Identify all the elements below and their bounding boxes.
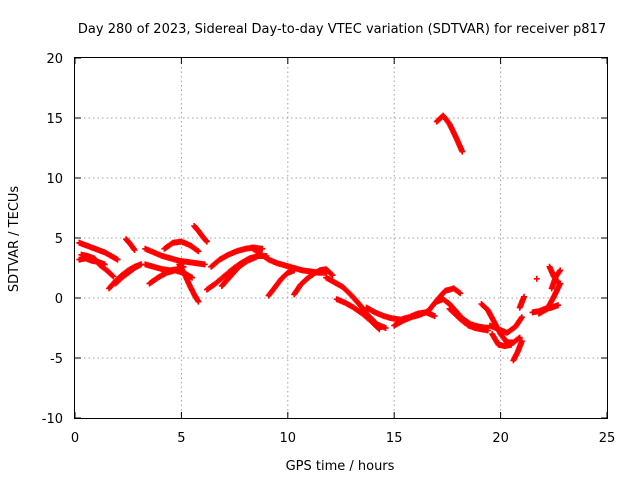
y-tick-label: 15: [46, 112, 63, 127]
x-tick-label: 0: [71, 431, 79, 446]
series-t24: [433, 112, 466, 155]
series-t3: [78, 251, 117, 280]
data-point: [521, 293, 528, 300]
axes: 0 5 10 15 20 25 -10 -5 0 5 10 15 20: [42, 52, 616, 446]
series-t29: [510, 338, 525, 364]
data-point: [203, 237, 210, 244]
x-tick-label: 15: [386, 431, 403, 446]
series-t23: [433, 296, 491, 331]
series-t5: [112, 261, 144, 287]
data-point: [431, 313, 438, 319]
data-point: [555, 302, 562, 309]
series-t7: [142, 245, 208, 268]
data-point: [201, 261, 208, 268]
data-point: [382, 325, 389, 331]
x-tick-label: 25: [599, 431, 616, 446]
x-tick-label: 10: [280, 431, 297, 446]
series-t27: [486, 314, 525, 336]
data-point: [533, 275, 540, 282]
data-point: [484, 327, 491, 334]
series-t6: [123, 236, 138, 253]
series-t1: [76, 239, 121, 263]
y-tick-label: 0: [55, 292, 63, 307]
data-point: [375, 325, 382, 332]
y-axis-label: SDTVAR / TECUs: [7, 186, 22, 293]
series-t25: [446, 305, 491, 334]
data-point: [376, 326, 383, 333]
series-t12: [191, 223, 210, 245]
series-t20: [333, 296, 383, 333]
y-tick-label: -10: [42, 412, 63, 427]
y-tick-label: 20: [46, 52, 63, 67]
data-point: [114, 256, 121, 263]
series-t10: [161, 238, 202, 255]
data-point: [291, 267, 298, 274]
series-t22: [391, 285, 464, 329]
series-t30: [516, 293, 528, 311]
data-point: [110, 273, 117, 280]
data-point: [195, 298, 202, 305]
series-t34: [548, 267, 564, 292]
series-t15: [218, 254, 259, 289]
chart-title: Day 280 of 2023, Sidereal Day-to-day VTE…: [78, 22, 606, 37]
y-tick-label: 10: [46, 172, 63, 187]
data-points: [76, 112, 564, 364]
data-point: [328, 271, 335, 278]
series-t9: [146, 267, 196, 287]
series-t32: [535, 280, 564, 317]
data-point: [329, 272, 336, 279]
data-point: [518, 314, 525, 321]
series-t19: [323, 274, 389, 331]
series-t17: [265, 267, 298, 299]
y-tick-label: 5: [55, 232, 63, 247]
x-tick-label: 5: [177, 431, 185, 446]
grid: [75, 58, 607, 418]
data-point: [195, 248, 202, 255]
data-point: [457, 290, 464, 297]
x-axis-label: GPS time / hours: [286, 459, 395, 474]
series-t18: [291, 266, 336, 298]
data-point: [109, 272, 116, 279]
data-point: [131, 247, 138, 253]
data-point: [459, 148, 466, 155]
data-point: [518, 338, 525, 345]
x-tick-label: 20: [492, 431, 509, 446]
data-point: [252, 254, 259, 261]
plot-frame: [74, 57, 608, 419]
y-tick-label: -5: [50, 352, 63, 367]
series-t28: [489, 331, 515, 349]
data-point: [189, 274, 196, 281]
data-point: [259, 245, 266, 252]
series-t35: [533, 275, 540, 282]
data-point: [557, 267, 564, 274]
data-point: [516, 334, 523, 341]
data-point: [203, 238, 210, 245]
series-t11: [176, 261, 202, 305]
data-point: [508, 341, 515, 348]
